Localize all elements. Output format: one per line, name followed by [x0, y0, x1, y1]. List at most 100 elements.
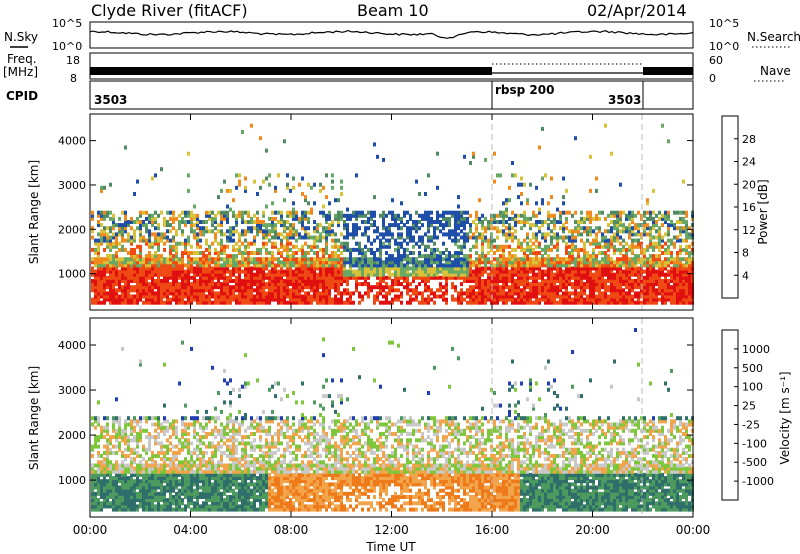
heatmap-cell — [112, 495, 115, 499]
heatmap-cell — [595, 244, 598, 249]
heatmap-cell — [127, 507, 130, 512]
heatmap-cell — [145, 241, 148, 246]
heatmap-cell — [118, 300, 121, 305]
heatmap-cell — [295, 288, 298, 293]
heatmap-cell — [223, 297, 226, 302]
heatmap-cell — [541, 257, 544, 262]
heatmap-cell — [136, 507, 139, 512]
heatmap-cell — [160, 238, 163, 243]
heatmap-cell — [667, 226, 670, 231]
heatmap-cell — [556, 272, 559, 277]
heatmap-cell — [106, 422, 109, 427]
heatmap-cell — [103, 272, 106, 277]
heatmap-cell — [121, 294, 124, 299]
heatmap-cell — [298, 216, 301, 221]
heatmap-cell — [301, 269, 304, 274]
heatmap-cell — [571, 213, 574, 218]
heatmap-cell — [601, 251, 604, 255]
heatmap-cell — [532, 235, 535, 240]
heatmap-cell — [244, 291, 247, 296]
heatmap-cell — [127, 485, 130, 490]
heatmap-cell — [589, 257, 592, 262]
heatmap-cell — [223, 272, 226, 277]
heatmap-cell — [271, 229, 274, 234]
heatmap-cell — [103, 232, 106, 237]
heatmap-cell — [379, 288, 382, 293]
heatmap-cell — [601, 260, 604, 265]
heatmap-cell — [100, 257, 103, 262]
heatmap-cell — [661, 213, 664, 218]
heatmap-cell — [625, 272, 628, 277]
heatmap-cell — [295, 300, 298, 305]
heatmap-cell — [673, 279, 676, 283]
heatmap-cell — [151, 507, 154, 512]
heatmap-cell — [289, 300, 292, 305]
heatmap-cell — [508, 254, 511, 259]
heatmap-cell — [226, 279, 229, 283]
heatmap-cell — [652, 254, 655, 259]
heatmap-cell — [253, 294, 256, 299]
heatmap-cell — [115, 235, 118, 240]
heatmap-cell — [238, 263, 241, 268]
heatmap-cell — [124, 422, 127, 427]
heatmap-cell — [364, 269, 367, 274]
heatmap-cell — [451, 229, 454, 234]
heatmap-cell — [139, 266, 142, 271]
heatmap-cell — [685, 275, 688, 280]
heatmap-cell — [340, 216, 343, 221]
heatmap-cell — [112, 491, 115, 496]
heatmap-cell — [559, 285, 562, 290]
heatmap-cell — [571, 229, 574, 234]
heatmap-cell — [505, 279, 508, 283]
heatmap-cell — [553, 288, 556, 293]
heatmap-cell — [154, 238, 157, 243]
heatmap-cell — [514, 266, 517, 271]
heatmap-cell — [574, 269, 577, 274]
heatmap-cell — [598, 285, 601, 290]
heatmap-cell — [604, 266, 607, 271]
heatmap-cell — [454, 266, 457, 271]
heatmap-cell — [469, 235, 472, 240]
heatmap-cell — [139, 294, 142, 299]
heatmap-cell — [571, 291, 574, 296]
heatmap-cell — [496, 288, 499, 293]
heatmap-cell — [460, 300, 463, 305]
heatmap-cell — [592, 238, 595, 243]
heatmap-cell — [112, 241, 115, 246]
heatmap-cell — [133, 488, 136, 493]
heatmap-cell — [622, 272, 625, 277]
heatmap-cell — [226, 216, 229, 221]
heatmap-cell — [205, 272, 208, 277]
heatmap-cell — [235, 288, 238, 293]
heatmap-cell — [403, 223, 406, 228]
heatmap-cell — [208, 260, 211, 265]
heatmap-cell — [583, 285, 586, 290]
heatmap-cell — [442, 232, 445, 237]
heatmap-cell — [115, 444, 118, 449]
heatmap-cell — [595, 282, 598, 287]
heatmap-cell — [211, 266, 214, 271]
heatmap-cell — [595, 260, 598, 265]
heatmap-cell — [106, 460, 109, 465]
freq-label-2: [MHz] — [3, 65, 38, 79]
heatmap-cell — [211, 291, 214, 296]
heatmap-cell — [160, 266, 163, 271]
heatmap-cell — [241, 297, 244, 302]
heatmap-cell — [127, 288, 130, 293]
heatmap-cell — [601, 285, 604, 290]
heatmap-cell — [106, 244, 109, 249]
heatmap-cell — [133, 482, 136, 487]
heatmap-cell — [91, 422, 94, 427]
heatmap-cell — [151, 501, 154, 506]
heatmap-cell — [547, 254, 550, 259]
heatmap-cell — [259, 136, 262, 141]
heatmap-cell — [505, 232, 508, 237]
heatmap-cell — [538, 207, 541, 212]
heatmap-cell — [127, 463, 130, 468]
heatmap-cell — [490, 300, 493, 305]
heatmap-cell — [97, 498, 100, 503]
heatmap-cell — [685, 257, 688, 262]
heatmap-cell — [649, 235, 652, 240]
heatmap-cell — [457, 220, 460, 224]
heatmap-cell — [541, 275, 544, 280]
